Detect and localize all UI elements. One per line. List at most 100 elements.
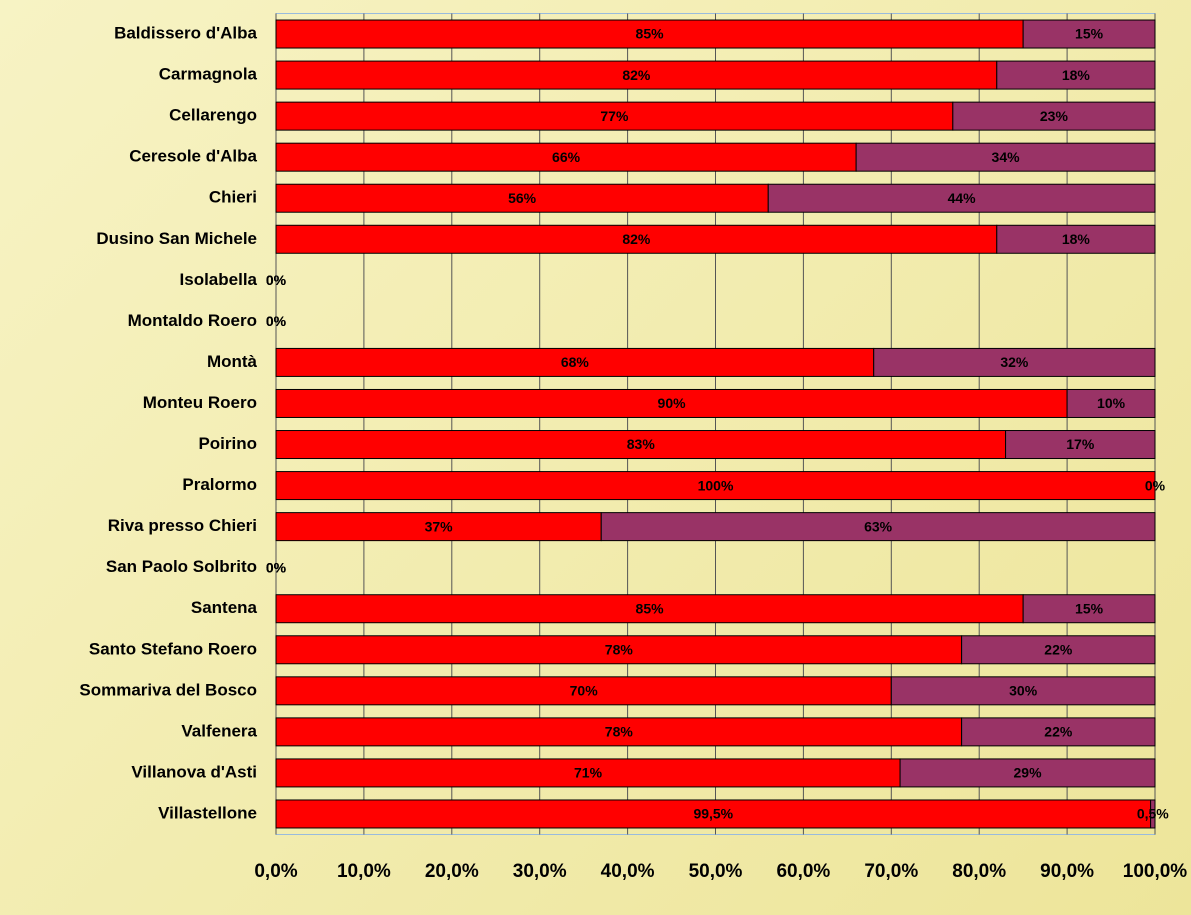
- bar-segment: [1066, 388, 1156, 418]
- y-tick-label: Cellarengo: [169, 106, 257, 125]
- data-label: 78%: [605, 641, 634, 657]
- data-label: 23%: [1040, 108, 1069, 124]
- y-tick-label: Monteu Roero: [143, 393, 257, 412]
- x-tick-label: 90,0%: [1040, 861, 1094, 882]
- data-label: 100%: [698, 477, 734, 493]
- y-tick-label: Santo Stefano Roero: [89, 639, 257, 658]
- y-tick-label: Sommariva del Bosco: [79, 680, 257, 699]
- bar-segment: [890, 676, 1156, 706]
- y-tick-label: Villanova d'Asti: [131, 762, 257, 781]
- data-label: 10%: [1097, 395, 1126, 411]
- bar-segment: [961, 717, 1156, 747]
- data-label: 0%: [1145, 477, 1166, 493]
- bar-segment: [996, 224, 1156, 254]
- data-label: 0%: [266, 313, 287, 329]
- data-label: 44%: [948, 190, 977, 206]
- bar-segment: [275, 430, 1007, 460]
- data-label: 17%: [1066, 436, 1095, 452]
- data-label: 0%: [266, 272, 287, 288]
- y-tick-label: Carmagnola: [159, 65, 258, 84]
- bar-segment: [952, 101, 1156, 131]
- bar-segment: [1022, 594, 1156, 624]
- y-tick-label: Valfenera: [181, 721, 257, 740]
- data-label: 78%: [605, 724, 634, 740]
- data-label: 85%: [636, 26, 665, 42]
- bar-segment: [275, 224, 998, 254]
- bar-segment: [275, 635, 963, 665]
- bar-segment: [275, 799, 1152, 829]
- data-label: 99,5%: [693, 806, 733, 822]
- x-tick-label: 10,0%: [337, 861, 391, 882]
- data-label: 56%: [508, 190, 537, 206]
- x-tick-label: 20,0%: [425, 861, 479, 882]
- y-tick-label: Riva presso Chieri: [108, 516, 257, 535]
- x-tick-label: 30,0%: [513, 861, 567, 882]
- bar-segment: [275, 758, 901, 788]
- data-label: 18%: [1062, 67, 1091, 83]
- x-tick-label: 40,0%: [601, 861, 655, 882]
- bar-segment: [873, 347, 1156, 377]
- data-label: 83%: [627, 436, 656, 452]
- data-label: 29%: [1014, 765, 1043, 781]
- y-tick-label: Isolabella: [180, 270, 258, 289]
- data-label: 0,5%: [1137, 806, 1169, 822]
- bar-segment: [600, 512, 1156, 542]
- x-tick-label: 60,0%: [776, 861, 830, 882]
- data-label: 15%: [1075, 600, 1104, 616]
- data-label: 0%: [266, 272, 287, 288]
- x-tick-label: 0,0%: [254, 861, 297, 882]
- data-label: 77%: [600, 108, 629, 124]
- bar-segment: [275, 717, 963, 747]
- bar-segment: [855, 142, 1156, 172]
- data-label: 0%: [266, 559, 287, 575]
- y-tick-label: Chieri: [209, 188, 257, 207]
- data-label: 71%: [574, 765, 603, 781]
- data-label: 70%: [570, 683, 599, 699]
- y-tick-label: Santena: [191, 598, 258, 617]
- data-label: 22%: [1044, 724, 1073, 740]
- bar-segment: [275, 142, 857, 172]
- x-tick-label: 50,0%: [689, 861, 743, 882]
- data-label: 32%: [1000, 354, 1029, 370]
- x-tick-label: 70,0%: [864, 861, 918, 882]
- data-label: 63%: [864, 518, 893, 534]
- data-label: 37%: [425, 518, 454, 534]
- bar-segment: [961, 635, 1156, 665]
- data-label: 66%: [552, 149, 581, 165]
- bar-segment: [275, 19, 1024, 49]
- data-label: 22%: [1044, 641, 1073, 657]
- data-label: 68%: [561, 354, 590, 370]
- data-label: 18%: [1062, 231, 1091, 247]
- y-tick-label: Villastellone: [158, 803, 257, 822]
- bar-segment: [275, 101, 954, 131]
- data-label: 0%: [266, 313, 287, 329]
- bar-segment: [275, 594, 1024, 624]
- bar-segment: [996, 60, 1156, 90]
- bar-segment: [275, 347, 875, 377]
- y-tick-label: Dusino San Michele: [96, 229, 257, 248]
- y-tick-label: Montaldo Roero: [128, 311, 257, 330]
- y-tick-label: Ceresole d'Alba: [129, 147, 257, 166]
- bar-segment: [767, 183, 1156, 213]
- y-tick-label: Baldissero d'Alba: [114, 24, 257, 43]
- y-tick-label: San Paolo Solbrito: [106, 557, 257, 576]
- x-tick-label: 100,0%: [1123, 861, 1188, 882]
- y-tick-label: Pralormo: [182, 475, 257, 494]
- bar-segment: [275, 388, 1068, 418]
- bar-segment: [899, 758, 1156, 788]
- y-tick-label: Montà: [207, 352, 258, 371]
- data-label: 82%: [622, 67, 651, 83]
- data-label: 82%: [622, 231, 651, 247]
- data-label: 85%: [636, 600, 665, 616]
- data-label: 90%: [658, 395, 687, 411]
- bar-segment: [1022, 19, 1156, 49]
- bar-segment: [1150, 799, 1156, 829]
- data-label: 15%: [1075, 26, 1104, 42]
- data-label: 34%: [992, 149, 1021, 165]
- y-tick-label: Poirino: [198, 434, 257, 453]
- data-label: 30%: [1009, 683, 1038, 699]
- data-label: 0%: [266, 559, 287, 575]
- x-tick-label: 80,0%: [952, 861, 1006, 882]
- bar-segment: [1005, 430, 1156, 460]
